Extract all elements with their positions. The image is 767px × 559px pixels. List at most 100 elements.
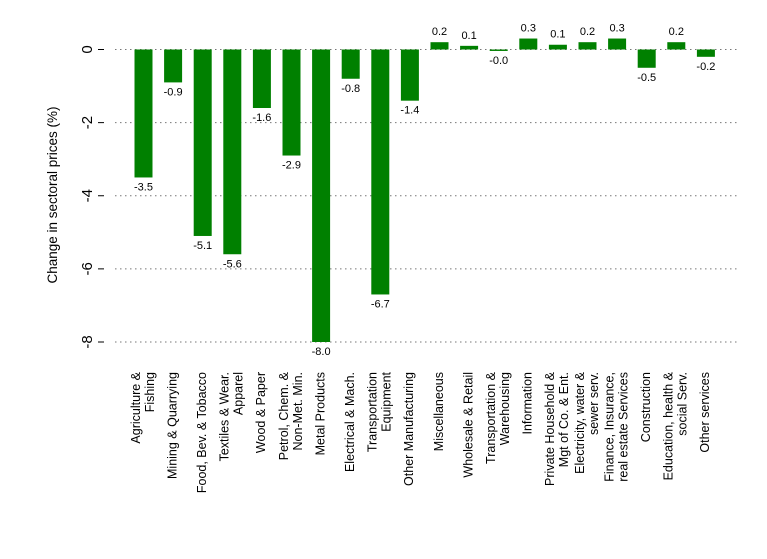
category-label: Metal Products bbox=[313, 372, 327, 455]
y-tick-label: -2 bbox=[79, 116, 96, 129]
data-label: -5.6 bbox=[223, 258, 242, 270]
data-label: 0.3 bbox=[521, 23, 536, 35]
bar bbox=[341, 49, 360, 79]
category-label: Electricity, water & sewer serv. bbox=[573, 371, 601, 474]
category-label-line: Transportation & bbox=[484, 371, 498, 464]
bar bbox=[164, 49, 183, 83]
data-label: -6.7 bbox=[371, 298, 390, 310]
category-label: Wood & Paper bbox=[254, 372, 268, 453]
category-label-line: sewer serv. bbox=[587, 372, 601, 435]
category-label-line: Miscellaneous bbox=[432, 372, 446, 451]
bar bbox=[312, 49, 331, 342]
data-label: 0.1 bbox=[550, 29, 565, 41]
bar bbox=[608, 38, 627, 50]
bars bbox=[134, 38, 715, 342]
bar bbox=[134, 49, 153, 178]
bar bbox=[400, 49, 419, 101]
category-label: Petrol, Chem. & Non-Met. Min. bbox=[277, 371, 305, 460]
category-label-line: Transportation bbox=[366, 372, 380, 452]
category-label-line: Equipment bbox=[380, 371, 394, 431]
category-label: Education, health & social Serv. bbox=[662, 371, 690, 480]
category-label-line: Other Manufacturing bbox=[402, 372, 416, 486]
category-label-line: Education, health & bbox=[662, 371, 676, 480]
category-label-line: Mgt of Co. & Ent. bbox=[557, 372, 571, 467]
category-label-line: Textiles & Wear. bbox=[218, 372, 232, 461]
gridlines bbox=[115, 49, 740, 343]
category-label: Transportation & Warehousing bbox=[484, 371, 512, 464]
bar bbox=[519, 38, 538, 50]
data-label: -1.6 bbox=[252, 112, 271, 124]
category-label: Miscellaneous bbox=[432, 372, 446, 451]
y-tick-label: -4 bbox=[79, 189, 96, 202]
bar bbox=[252, 49, 271, 108]
category-label-line: Mining & Quarrying bbox=[165, 372, 179, 479]
category-label-line: Private Household & bbox=[543, 371, 557, 486]
category-label-line: Apparel bbox=[232, 372, 246, 415]
category-label: Other services bbox=[698, 372, 712, 453]
category-label: Transportation Equipment bbox=[366, 371, 394, 452]
category-label-line: Agriculture & bbox=[129, 371, 143, 443]
category-label-line: Information bbox=[521, 372, 535, 435]
bar bbox=[430, 42, 449, 50]
category-label: Finance, Insurance, real estate Services bbox=[602, 372, 630, 482]
bar bbox=[193, 49, 212, 236]
category-label-line: social Serv. bbox=[676, 372, 690, 436]
category-label-line: Electricity, water & bbox=[573, 371, 587, 474]
category-label-line: Other services bbox=[698, 372, 712, 453]
bar bbox=[223, 49, 242, 255]
data-label: -2.9 bbox=[282, 160, 301, 172]
y-axis: 0 -2 -4 -6 -8 bbox=[79, 45, 104, 349]
y-tick-label: -6 bbox=[79, 262, 96, 275]
category-labels: Agriculture & Fishing Mining & Quarrying Fo… bbox=[129, 371, 712, 493]
data-labels: -3.5 -0.9 -5.1 -5.6 -1.6 -2.9 -8.0 -0.8 -6.7 -1.4… bbox=[134, 23, 715, 358]
category-label: Construction bbox=[639, 372, 653, 442]
data-label: -5.1 bbox=[193, 240, 212, 252]
data-label: -3.5 bbox=[134, 181, 153, 193]
category-label-line: Petrol, Chem. & bbox=[277, 371, 291, 460]
category-label-line: Non-Met. Min. bbox=[291, 372, 305, 451]
category-label-line: real estate Services bbox=[616, 372, 630, 482]
category-label: Private Household & Mgt of Co. & Ent. bbox=[543, 371, 571, 486]
data-label: -0.8 bbox=[341, 83, 360, 95]
category-label-line: Warehousing bbox=[498, 372, 512, 445]
category-label: Textiles & Wear. Apparel bbox=[218, 372, 246, 461]
category-label-line: Wood & Paper bbox=[254, 372, 268, 453]
category-label: Information bbox=[521, 372, 535, 435]
category-label-line: Fishing bbox=[143, 372, 157, 412]
data-label: 0.2 bbox=[432, 26, 447, 38]
data-label: -0.5 bbox=[637, 72, 656, 84]
category-label-line: Wholesale & Retail bbox=[461, 372, 475, 478]
data-label: -8.0 bbox=[312, 346, 331, 358]
category-label: Mining & Quarrying bbox=[165, 372, 179, 479]
bar bbox=[637, 49, 656, 68]
data-label: 0.2 bbox=[669, 26, 684, 38]
category-label: Agriculture & Fishing bbox=[129, 371, 157, 443]
category-label: Wholesale & Retail bbox=[461, 372, 475, 478]
data-label: -0.0 bbox=[489, 55, 508, 67]
bar bbox=[548, 44, 567, 50]
bar bbox=[696, 49, 715, 57]
y-axis-title: Change in sectoral prices (%) bbox=[45, 106, 60, 283]
category-label-line: Metal Products bbox=[313, 372, 327, 455]
bar bbox=[282, 49, 301, 156]
category-label: Electrical & Mach. bbox=[343, 372, 357, 472]
data-label: -0.2 bbox=[696, 61, 715, 73]
category-label: Other Manufacturing bbox=[402, 372, 416, 486]
category-label-line: Electrical & Mach. bbox=[343, 372, 357, 472]
y-tick-label: -8 bbox=[79, 335, 96, 348]
bar bbox=[578, 42, 597, 50]
bar bbox=[460, 45, 479, 50]
data-label: 0.3 bbox=[609, 23, 624, 35]
y-tick-label: 0 bbox=[79, 45, 96, 53]
data-label: -1.4 bbox=[400, 105, 419, 117]
bar bbox=[489, 49, 508, 51]
data-label: 0.1 bbox=[461, 30, 476, 42]
category-label: Food, Bev. & Tobacco bbox=[195, 372, 209, 493]
category-label-line: Food, Bev. & Tobacco bbox=[195, 372, 209, 493]
data-label: -0.9 bbox=[164, 86, 183, 98]
category-label-line: Finance, Insurance, bbox=[602, 372, 616, 482]
bar bbox=[371, 49, 390, 295]
bar bbox=[667, 42, 686, 50]
category-label-line: Construction bbox=[639, 372, 653, 442]
